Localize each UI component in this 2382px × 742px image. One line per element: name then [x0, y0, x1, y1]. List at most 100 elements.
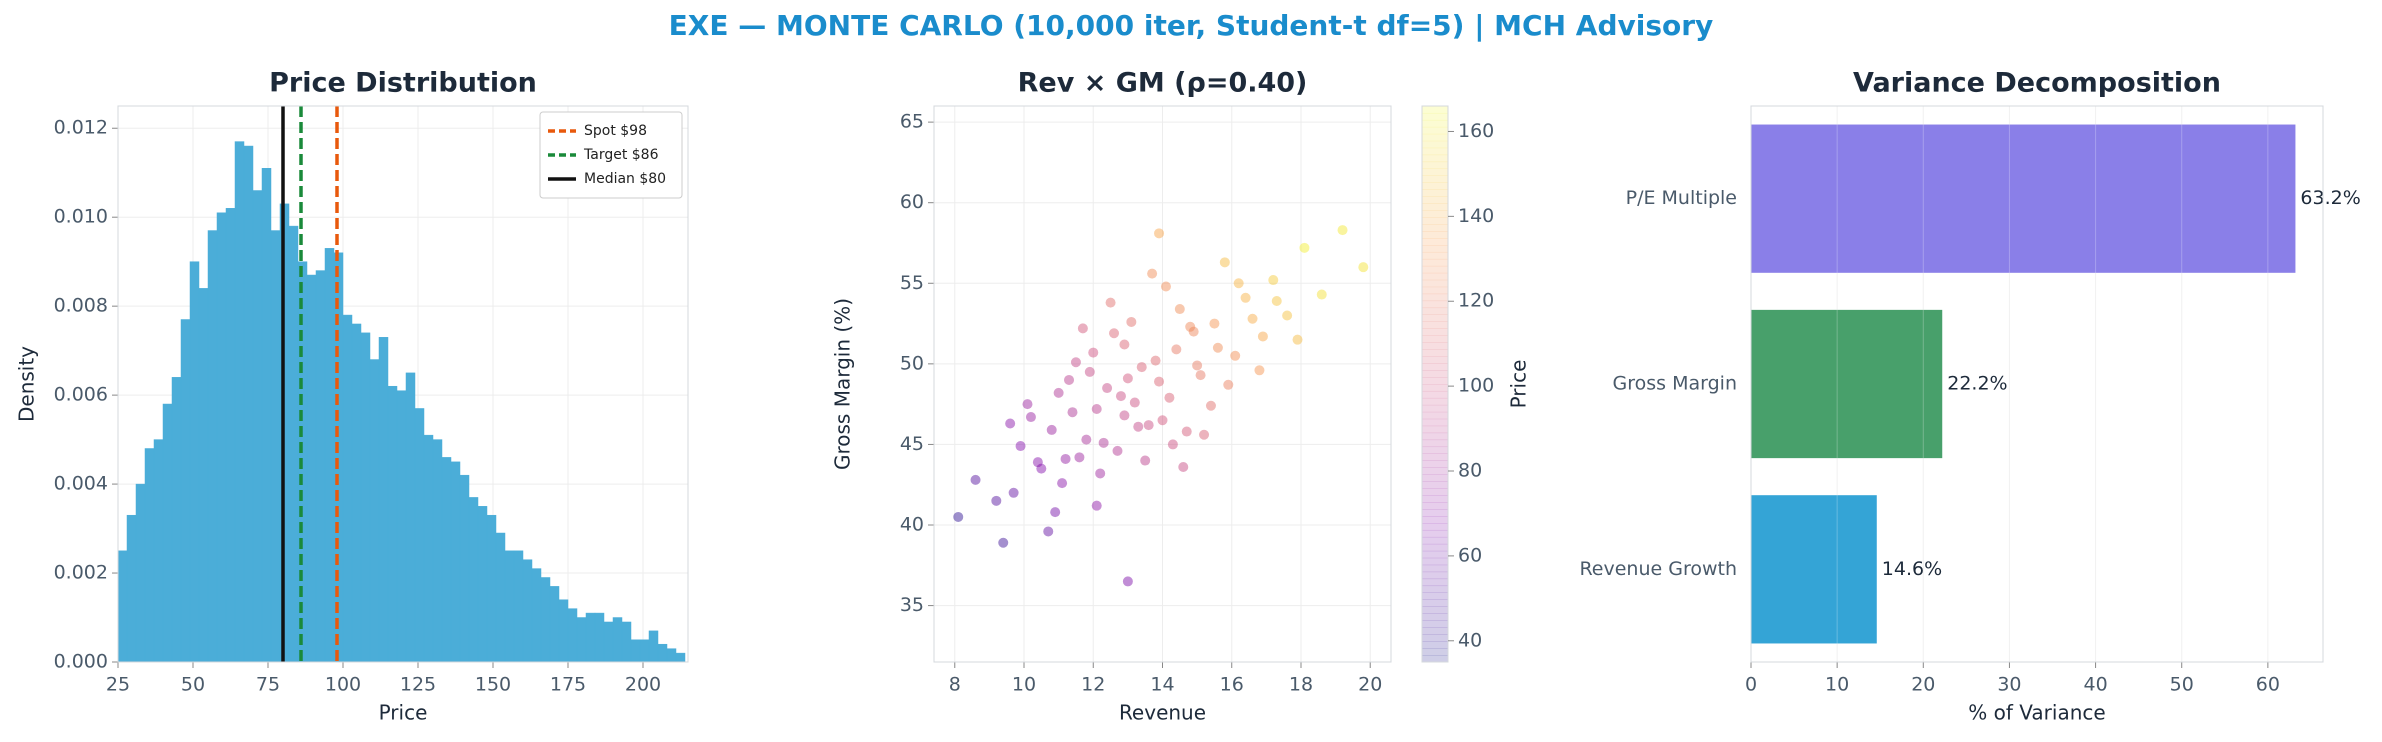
scatter-point: [1098, 437, 1109, 448]
colorbar-swatch: [1422, 599, 1448, 607]
histogram-bar: [225, 208, 236, 663]
histogram-bar: [495, 532, 506, 663]
scatter-point: [1043, 526, 1054, 537]
x-axis-label: Revenue: [1119, 701, 1206, 725]
colorbar-swatch: [1422, 314, 1448, 322]
histogram-bar: [432, 439, 443, 663]
histogram-bar: [675, 652, 686, 663]
colorbar-swatch: [1422, 224, 1448, 232]
scatter-point: [1254, 365, 1265, 376]
histogram-bar: [621, 621, 632, 663]
x-tick-label: 8: [949, 674, 961, 696]
histogram-bar: [666, 648, 677, 663]
scatter-point: [1223, 379, 1234, 390]
scatter-point: [1088, 347, 1099, 358]
colorbar-swatch: [1422, 370, 1448, 378]
colorbar-swatch: [1422, 550, 1448, 559]
colorbar-swatch: [1422, 516, 1448, 524]
colorbar-swatch: [1422, 536, 1448, 545]
y-tick-label: 0.000: [54, 651, 108, 673]
histogram-bar: [171, 377, 182, 663]
scatter-point: [1337, 225, 1348, 236]
y-tick-label: 0.004: [54, 473, 108, 495]
x-axis-label: Price: [379, 701, 428, 725]
histogram-bar: [531, 568, 542, 663]
scatter-point: [1032, 457, 1043, 468]
colorbar-swatch: [1422, 231, 1448, 239]
colorbar-swatch: [1422, 258, 1448, 267]
colorbar-swatch: [1422, 106, 1448, 114]
colorbar-swatch: [1422, 238, 1448, 246]
colorbar-swatch: [1422, 488, 1448, 496]
colorbar-swatch: [1422, 203, 1448, 211]
scatter-point: [1053, 387, 1064, 398]
histogram-bar: [378, 337, 389, 663]
legend-label: Median $80: [584, 171, 666, 187]
scatter-point: [991, 495, 1002, 506]
colorbar-swatch: [1422, 460, 1448, 468]
x-tick-label: 75: [256, 674, 280, 696]
histogram-bar: [468, 497, 479, 663]
colorbar-swatch: [1422, 606, 1448, 614]
scatter-point: [1181, 426, 1192, 437]
colorbar-swatch: [1422, 182, 1448, 190]
colorbar-swatch: [1422, 432, 1448, 441]
colorbar-swatch: [1422, 126, 1448, 135]
colorbar-tick-label: 140: [1458, 205, 1494, 227]
x-tick-label: 10: [1825, 674, 1849, 696]
scatter-point: [1157, 415, 1168, 426]
value-label: 63.2%: [2300, 187, 2360, 209]
x-tick-label: 0: [1745, 674, 1757, 696]
chart-title: Price Distribution: [269, 68, 537, 99]
scatter-point: [1282, 310, 1293, 321]
colorbar-swatch: [1422, 620, 1448, 628]
colorbar-swatch: [1422, 272, 1448, 281]
histogram-bar: [288, 225, 299, 663]
histogram-bar: [450, 461, 461, 663]
axes-frame: [1750, 105, 2324, 663]
scatter-point: [1005, 418, 1016, 429]
scatter-point: [1188, 326, 1199, 337]
colorbar-swatch: [1422, 446, 1448, 454]
histogram-bar: [441, 457, 452, 663]
scatter-point: [1185, 321, 1196, 332]
x-tick-label: 50: [2170, 674, 2194, 696]
scatter-point: [1119, 339, 1130, 350]
histogram-bar: [567, 608, 578, 663]
colorbar-swatch: [1422, 557, 1448, 566]
histogram-bar: [243, 145, 254, 663]
histogram-bar: [324, 248, 335, 663]
histogram-bar: [117, 550, 128, 663]
histogram-bar: [180, 319, 191, 663]
scatter-point: [1046, 424, 1057, 435]
x-tick-label: 50: [181, 674, 205, 696]
histogram-bar: [513, 550, 524, 663]
y-tick-label: 50: [900, 352, 924, 374]
histogram-bar: [387, 385, 398, 663]
scatter-point: [1209, 318, 1220, 329]
scatter-point: [1167, 439, 1178, 450]
scatter-point: [1171, 344, 1182, 355]
scatter-point: [970, 474, 981, 485]
x-tick-label: 125: [400, 674, 436, 696]
y-tick-label: 0.002: [54, 562, 108, 584]
scatter-point: [1150, 355, 1161, 366]
scatter-point: [1316, 289, 1327, 300]
colorbar-swatch: [1422, 474, 1448, 482]
scatter-point: [1091, 403, 1102, 414]
scatter-point: [1119, 410, 1130, 421]
scatter-point: [1133, 421, 1144, 432]
histogram-bar: [315, 270, 326, 663]
scatter-point: [1292, 334, 1303, 345]
y-tick-label: 40: [900, 514, 924, 536]
scatter-point: [1154, 228, 1165, 239]
scatter-point: [1257, 331, 1268, 342]
scatter-point: [1247, 313, 1258, 324]
colorbar-swatch: [1422, 439, 1448, 448]
y-tick-label: Gross Margin: [1613, 373, 1737, 395]
histogram-bar: [504, 550, 515, 663]
scatter-point: [1164, 392, 1175, 403]
scatter-point: [1178, 461, 1189, 472]
colorbar-swatch: [1422, 502, 1448, 510]
